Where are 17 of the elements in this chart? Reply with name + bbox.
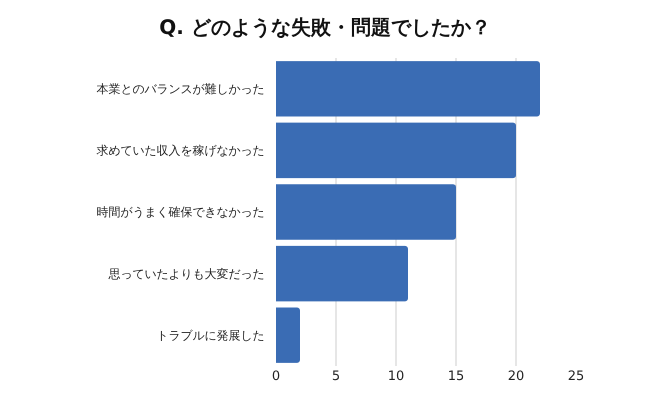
x-tick-label: 0 xyxy=(272,369,280,384)
y-tick-label: 思っていたよりも大変だった xyxy=(108,266,265,281)
y-tick-label: 求めていた収入を稼げなかった xyxy=(96,144,265,158)
bar xyxy=(276,246,408,302)
x-tick-label: 25 xyxy=(568,369,584,384)
x-tick-label: 15 xyxy=(448,369,464,384)
x-tick-label: 5 xyxy=(332,369,340,384)
y-tick-label: トラブルに発展した xyxy=(156,328,265,342)
bar xyxy=(276,61,540,117)
x-tick-label: 10 xyxy=(388,369,404,384)
x-tick-label: 20 xyxy=(508,369,524,384)
bar xyxy=(276,307,300,363)
y-tick-label: 時間がうまく確保できなかった xyxy=(96,205,265,220)
bar xyxy=(276,122,516,178)
chart-title: Q. どのような失敗・問題でしたか？ xyxy=(159,15,491,40)
y-tick-label: 本業とのバランスが難しかった xyxy=(96,82,265,96)
bar xyxy=(276,184,456,240)
